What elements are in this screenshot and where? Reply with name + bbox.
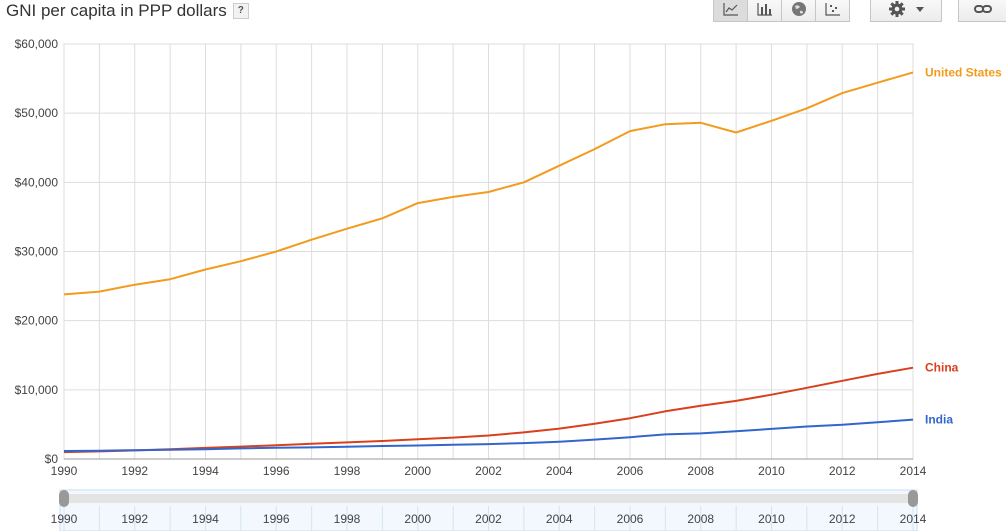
link-icon: [974, 5, 992, 13]
bar-chart-view-button[interactable]: [748, 0, 782, 22]
x-tick-label: 2008: [687, 464, 714, 478]
timeline-tick-label: 1998: [334, 512, 361, 526]
timeline-tick-label: 2014: [900, 512, 927, 526]
link-button[interactable]: [958, 0, 1006, 22]
timeline-tick-label: 1996: [263, 512, 290, 526]
help-button[interactable]: ?: [232, 3, 249, 19]
map-view-button[interactable]: [782, 0, 816, 22]
x-tick-label: 1990: [51, 464, 78, 478]
timeline-tick-label: 1994: [192, 512, 219, 526]
x-tick-label: 2002: [475, 464, 502, 478]
y-tick-label: $40,000: [15, 175, 59, 189]
series-label-united-states: United States: [925, 65, 1002, 79]
settings-button[interactable]: [870, 0, 942, 22]
x-tick-label: 2000: [404, 464, 431, 478]
chevron-down-icon: [916, 6, 924, 12]
x-tick-label: 1996: [263, 464, 290, 478]
timeline-tick-label: 2002: [475, 512, 502, 526]
line-chart-icon: [722, 3, 738, 16]
x-tick-label: 1992: [121, 464, 148, 478]
y-tick-label: $30,000: [15, 245, 59, 259]
timeline-tick-label: 1992: [121, 512, 148, 526]
timeline-start-handle[interactable]: [59, 490, 69, 507]
timeline-tick-label: 2008: [687, 512, 714, 526]
globe-icon: [791, 2, 806, 16]
x-tick-label: 2010: [758, 464, 785, 478]
scatter-view-button[interactable]: [816, 0, 850, 22]
x-tick-label: 2004: [546, 464, 573, 478]
timeline-tick-label: 2000: [404, 512, 431, 526]
gear-icon: [889, 1, 905, 17]
timeline-end-handle[interactable]: [908, 490, 918, 507]
timeline-tick-label: 2004: [546, 512, 573, 526]
x-tick-label: 2012: [829, 464, 856, 478]
line-chart-view-button[interactable]: [713, 0, 748, 22]
timeline-range-bar: [60, 494, 917, 503]
x-tick-label: 2006: [617, 464, 644, 478]
chart-header: GNI per capita in PPP dollars ?: [6, 0, 249, 22]
y-tick-label: $50,000: [15, 106, 59, 120]
bar-chart-icon: [756, 3, 772, 16]
x-tick-label: 1994: [192, 464, 219, 478]
series-label-china: China: [925, 361, 959, 375]
y-tick-label: $0: [45, 452, 59, 466]
timeline-tick-label: 2010: [758, 512, 785, 526]
y-tick-label: $60,000: [15, 37, 59, 51]
chart-title: GNI per capita in PPP dollars: [6, 1, 227, 20]
timeline-tick-label: 2006: [617, 512, 644, 526]
y-tick-label: $20,000: [15, 314, 59, 328]
series-label-india: India: [925, 413, 953, 427]
y-tick-label: $10,000: [15, 383, 59, 397]
x-tick-label: 1998: [334, 464, 361, 478]
timeline-tick-label: 1990: [51, 512, 78, 526]
scatter-plot-icon: [824, 3, 840, 16]
timeline-tick-label: 2012: [829, 512, 856, 526]
chart-type-switcher: [713, 0, 850, 22]
x-tick-label: 2014: [900, 464, 927, 478]
